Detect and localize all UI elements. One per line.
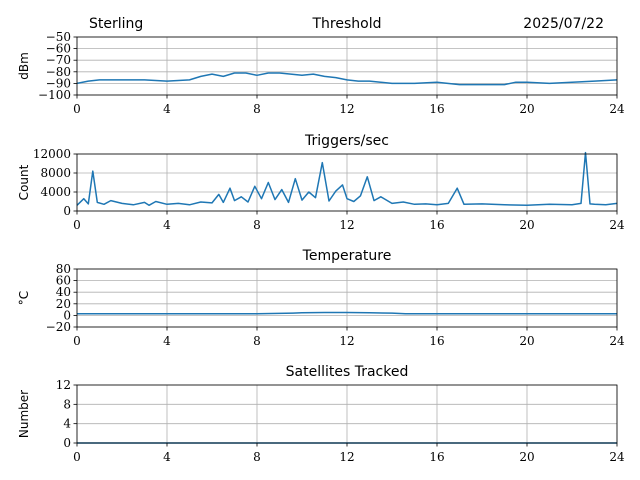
y-tick-label: −60 xyxy=(46,42,71,56)
chart-title: Threshold xyxy=(312,16,382,32)
x-tick-label: 16 xyxy=(429,102,444,116)
x-tick-label: 20 xyxy=(519,218,534,232)
x-tick-label: 24 xyxy=(609,334,625,348)
y-tick-label: 8000 xyxy=(40,166,71,180)
date-label: 2025/07/22 xyxy=(523,16,604,32)
x-tick-label: 8 xyxy=(253,450,261,464)
x-tick-label: 8 xyxy=(253,218,261,232)
chart-panel-1: 0 4 8 12 16 20 24 −100−90−80−70−60−50 Threshold d… xyxy=(17,16,625,116)
series-line xyxy=(76,151,618,207)
chart-title: Triggers/sec xyxy=(304,133,389,149)
x-tick-label: 12 xyxy=(339,450,354,464)
series-line xyxy=(77,311,617,315)
y-tick-label: 0 xyxy=(63,436,71,450)
y-tick-label: −20 xyxy=(46,320,71,334)
y-axis-label: Number xyxy=(17,390,31,438)
y-tick-label: 80 xyxy=(56,262,71,276)
y-tick-label: 40 xyxy=(56,285,71,299)
x-tick-label: 0 xyxy=(73,450,81,464)
x-tick-label: 4 xyxy=(163,218,171,232)
x-tick-label: 8 xyxy=(253,102,261,116)
x-tick-label: 12 xyxy=(339,218,354,232)
x-tick-label: 4 xyxy=(163,450,171,464)
y-tick-label: 0 xyxy=(63,204,71,218)
x-tick-label: 12 xyxy=(339,102,354,116)
x-tick-label: 4 xyxy=(163,334,171,348)
x-tick-label: 16 xyxy=(429,334,444,348)
y-axis-label: °C xyxy=(17,291,31,305)
y-tick-label: −90 xyxy=(46,76,71,90)
y-tick-label: 8 xyxy=(63,397,71,411)
station-label: Sterling xyxy=(89,16,143,32)
chart-panels: 0 4 8 12 16 20 24 −100−90−80−70−60−50 Threshold d… xyxy=(17,16,625,464)
x-tick-label: 20 xyxy=(519,450,534,464)
x-tick-label: 4 xyxy=(163,102,171,116)
y-tick-label: −50 xyxy=(46,30,71,44)
x-tick-label: 12 xyxy=(339,334,354,348)
y-tick-label: 12000 xyxy=(33,147,71,161)
chart-panel-4: 0 4 8 12 16 20 24 0 4 8 12 Satellites Tracked Number xyxy=(17,364,625,464)
chart-panel-2: 0 4 8 12 16 20 24 0 4000 8000 12000 Triggers/sec Cou… xyxy=(17,133,625,232)
y-tick-label: 20 xyxy=(56,297,71,311)
y-axis-label: dBm xyxy=(17,52,31,80)
x-tick-label: 20 xyxy=(519,334,534,348)
x-tick-label: 16 xyxy=(429,450,444,464)
x-tick-label: 24 xyxy=(609,450,625,464)
y-tick-label: 0 xyxy=(63,308,71,322)
y-tick-label: 12 xyxy=(56,378,71,392)
x-tick-label: 16 xyxy=(429,218,444,232)
y-tick-label: 60 xyxy=(56,274,71,288)
x-tick-label: 0 xyxy=(73,334,81,348)
x-tick-label: 24 xyxy=(609,102,625,116)
x-tick-label: 20 xyxy=(519,102,534,116)
y-tick-label: 4000 xyxy=(40,185,71,199)
x-tick-label: 0 xyxy=(73,218,81,232)
series-line xyxy=(76,72,618,86)
x-tick-label: 8 xyxy=(253,334,261,348)
y-tick-label: 4 xyxy=(63,417,71,431)
x-tick-label: 24 xyxy=(609,218,625,232)
y-tick-label: −80 xyxy=(46,65,71,79)
y-tick-label: −100 xyxy=(38,88,71,102)
chart-title: Satellites Tracked xyxy=(286,364,409,380)
chart-title: Temperature xyxy=(302,248,392,264)
y-tick-label: −70 xyxy=(46,53,71,67)
x-tick-label: 0 xyxy=(73,102,81,116)
y-axis-label: Count xyxy=(17,164,31,200)
